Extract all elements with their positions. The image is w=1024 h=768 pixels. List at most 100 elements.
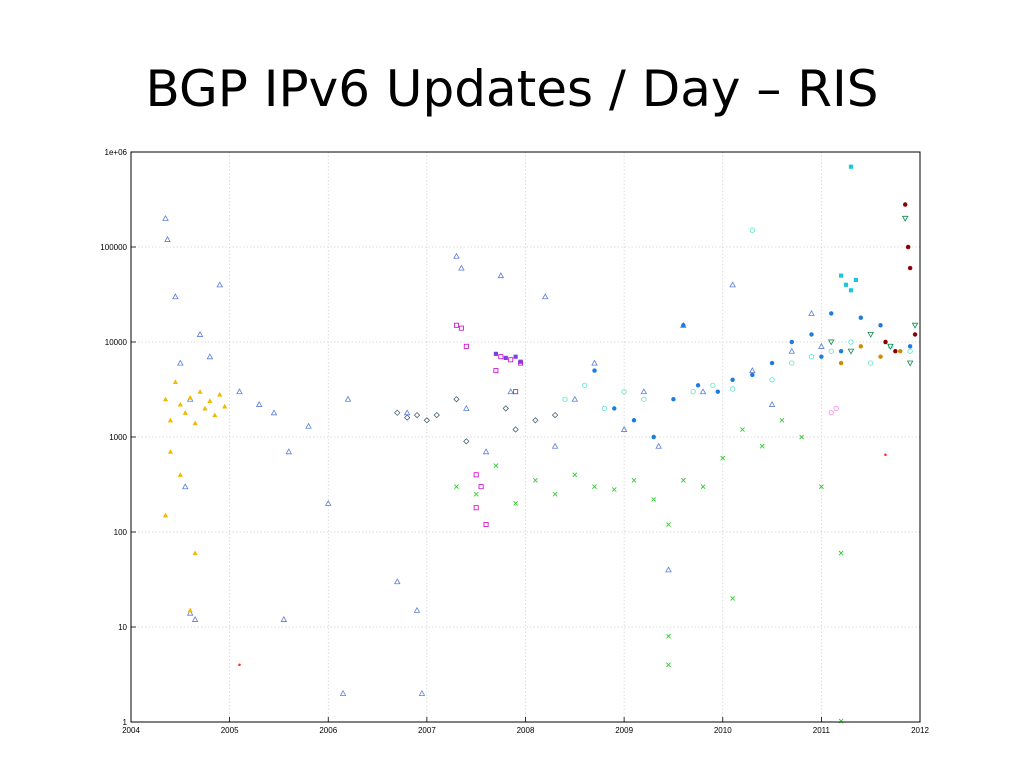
data-point <box>463 438 470 445</box>
axis-tick-labels: 2004 2005 2006 2007 2008 2009 2010 2011 2012 1 10 1… <box>100 148 929 735</box>
data-point <box>508 357 514 363</box>
data-point <box>808 354 815 360</box>
data-point <box>750 372 755 378</box>
data-point <box>270 409 278 416</box>
data-point <box>339 689 347 696</box>
data-point <box>912 332 918 337</box>
data-point <box>818 484 824 490</box>
data-point <box>809 332 814 337</box>
y-tick-label: 100 <box>114 528 128 537</box>
data-point <box>833 405 839 412</box>
data-point <box>898 348 903 354</box>
data-point <box>631 477 637 483</box>
data-point <box>788 347 796 354</box>
data-point <box>518 359 523 364</box>
data-point <box>883 339 888 345</box>
data-point <box>167 449 174 454</box>
data-point <box>513 389 519 395</box>
data-point <box>710 382 716 388</box>
data-points <box>162 164 919 724</box>
data-point <box>507 388 514 395</box>
data-point <box>162 512 169 518</box>
data-point <box>551 442 559 449</box>
data-point <box>749 367 756 374</box>
data-point <box>631 418 637 423</box>
data-point <box>177 472 183 477</box>
data-point <box>423 417 431 424</box>
data-point <box>848 164 854 169</box>
x-tick-label: 2004 <box>122 726 140 735</box>
x-tick-label: 2005 <box>221 726 239 735</box>
data-point <box>182 410 188 415</box>
data-point <box>478 484 484 490</box>
data-point <box>418 689 426 696</box>
x-tick-label: 2007 <box>418 726 436 735</box>
data-point <box>838 360 844 366</box>
data-point <box>473 491 479 497</box>
data-point <box>497 272 505 279</box>
data-point <box>847 348 855 355</box>
data-point <box>620 426 628 432</box>
x-tick-label: 2012 <box>911 726 929 735</box>
data-point <box>453 396 460 403</box>
data-point <box>493 368 499 374</box>
data-point <box>212 412 218 418</box>
data-point <box>187 607 193 613</box>
data-point <box>305 422 312 429</box>
data-point <box>843 282 849 287</box>
data-point <box>907 265 913 271</box>
data-point <box>906 360 914 367</box>
data-point <box>720 455 726 461</box>
data-point <box>651 434 656 440</box>
data-point <box>838 550 844 556</box>
data-point <box>482 448 490 455</box>
data-point <box>285 448 293 455</box>
data-point <box>641 396 647 402</box>
data-point <box>905 244 911 250</box>
data-point <box>172 379 178 385</box>
data-point <box>202 405 208 411</box>
data-point <box>730 377 735 383</box>
data-point <box>238 663 241 667</box>
y-tick-label: 10 <box>118 623 127 632</box>
x-tick-label: 2008 <box>517 726 535 735</box>
data-point <box>541 293 549 300</box>
data-point <box>867 331 874 338</box>
data-point <box>413 411 421 419</box>
data-point <box>665 566 672 573</box>
data-point <box>582 382 588 388</box>
data-point <box>162 396 169 402</box>
data-point <box>700 484 706 490</box>
data-point <box>473 472 479 478</box>
data-point <box>695 383 701 388</box>
data-point <box>828 410 834 416</box>
data-point <box>611 487 617 492</box>
data-point <box>839 273 844 278</box>
data-point <box>680 477 686 483</box>
data-point <box>799 434 805 440</box>
data-point <box>902 202 908 207</box>
data-point <box>512 426 519 433</box>
data-point <box>592 368 597 373</box>
data-point <box>394 578 401 585</box>
data-point <box>493 463 499 468</box>
data-point <box>502 405 509 412</box>
data-point <box>197 389 203 394</box>
data-point <box>666 662 671 668</box>
data-point <box>651 497 657 502</box>
data-point <box>655 442 662 449</box>
x-tick-label: 2006 <box>319 726 337 735</box>
data-point <box>740 427 745 432</box>
data-point <box>483 521 489 527</box>
data-point <box>601 405 608 412</box>
data-point <box>887 343 894 350</box>
data-point <box>612 406 617 411</box>
data-point <box>532 417 539 424</box>
data-point <box>236 388 243 395</box>
data-point <box>769 377 775 383</box>
data-point <box>878 323 883 328</box>
data-point <box>666 522 671 527</box>
data-point <box>562 396 568 402</box>
data-point <box>848 339 854 345</box>
data-point <box>463 404 470 411</box>
